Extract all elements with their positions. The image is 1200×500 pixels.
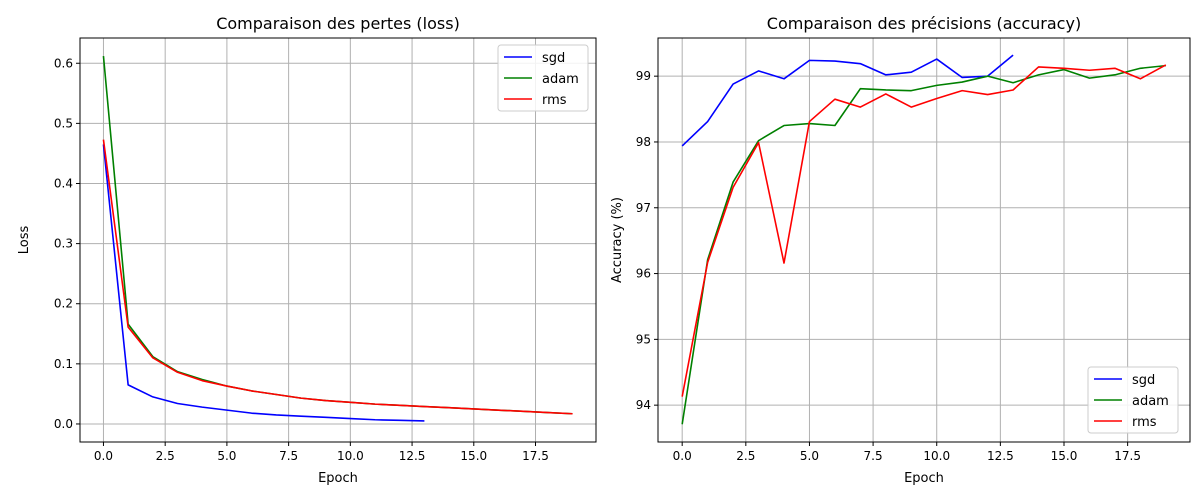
series-line-adam — [681, 64, 1166, 425]
y-axis-label: Accuracy (%) — [610, 197, 625, 283]
x-tick-label: 5.0 — [800, 449, 819, 463]
series-line-rms — [681, 64, 1167, 397]
plot-frame — [79, 37, 597, 443]
series-line-sgd — [681, 54, 1014, 147]
y-tick-label: 0.1 — [54, 357, 73, 371]
loss-chart: 0.0 2.5 5.0 7.5 10.0 12.5 15.0 17.5 0.0 0.1 0.2 0.3… — [17, 14, 597, 486]
x-tick-label: 2.5 — [156, 449, 175, 463]
y-tick-label: 0.3 — [54, 237, 73, 251]
x-tick-label: 7.5 — [864, 449, 883, 463]
x-tick-label: 5.0 — [217, 449, 236, 463]
plot-frame — [657, 37, 1191, 443]
x-tick-label: 7.5 — [279, 449, 298, 463]
y-tick-label: 0.2 — [54, 297, 73, 311]
y-tick-label: 0.0 — [54, 417, 73, 431]
legend-label-rms: rms — [542, 93, 567, 108]
x-tick-label: 12.5 — [987, 449, 1014, 463]
series-line-sgd — [102, 144, 425, 422]
x-tick-label: 2.5 — [736, 449, 755, 463]
x-tick-label: 10.0 — [337, 449, 364, 463]
chart-title: Comparaison des pertes (loss) — [216, 14, 460, 33]
x-axis-label: Epoch — [318, 471, 358, 486]
y-tick-label: 96 — [636, 267, 651, 281]
legend-label-adam: adam — [1132, 394, 1169, 409]
x-tick-label: 15.0 — [1051, 449, 1078, 463]
y-axis-label: Loss — [17, 226, 32, 255]
legend-label-sgd: sgd — [1132, 373, 1155, 388]
x-axis-label: Epoch — [904, 471, 944, 486]
y-tick-label: 0.4 — [54, 176, 73, 190]
x-tick-label: 17.5 — [522, 449, 549, 463]
y-tick-label: 97 — [636, 201, 651, 215]
y-tick-label: 99 — [636, 69, 651, 83]
x-tick-label: 12.5 — [399, 449, 426, 463]
chart-title: Comparaison des précisions (accuracy) — [767, 14, 1081, 33]
legend-label-rms: rms — [1132, 415, 1157, 430]
y-tick-label: 98 — [636, 135, 651, 149]
y-tick-label: 0.6 — [54, 56, 73, 70]
y-tick-label: 94 — [636, 398, 651, 412]
accuracy-chart: 0.0 2.5 5.0 7.5 10.0 12.5 15.0 17.5 94 95 96 97 98 99… — [610, 14, 1191, 486]
x-tick-label: 10.0 — [923, 449, 950, 463]
x-tick-label: 0.0 — [94, 449, 113, 463]
y-tick-label: 95 — [636, 332, 651, 346]
legend-label-sgd: sgd — [542, 51, 565, 66]
y-tick-label: 0.5 — [54, 116, 73, 130]
legend-box — [1087, 366, 1179, 434]
series-line-rms — [102, 139, 573, 415]
legend: sgd adam rms — [1087, 366, 1179, 434]
legend: sgd adam rms — [497, 44, 589, 112]
x-tick-label: 0.0 — [673, 449, 692, 463]
x-tick-label: 17.5 — [1114, 449, 1141, 463]
x-tick-label: 15.0 — [460, 449, 487, 463]
legend-box — [497, 44, 589, 112]
legend-label-adam: adam — [542, 72, 579, 87]
